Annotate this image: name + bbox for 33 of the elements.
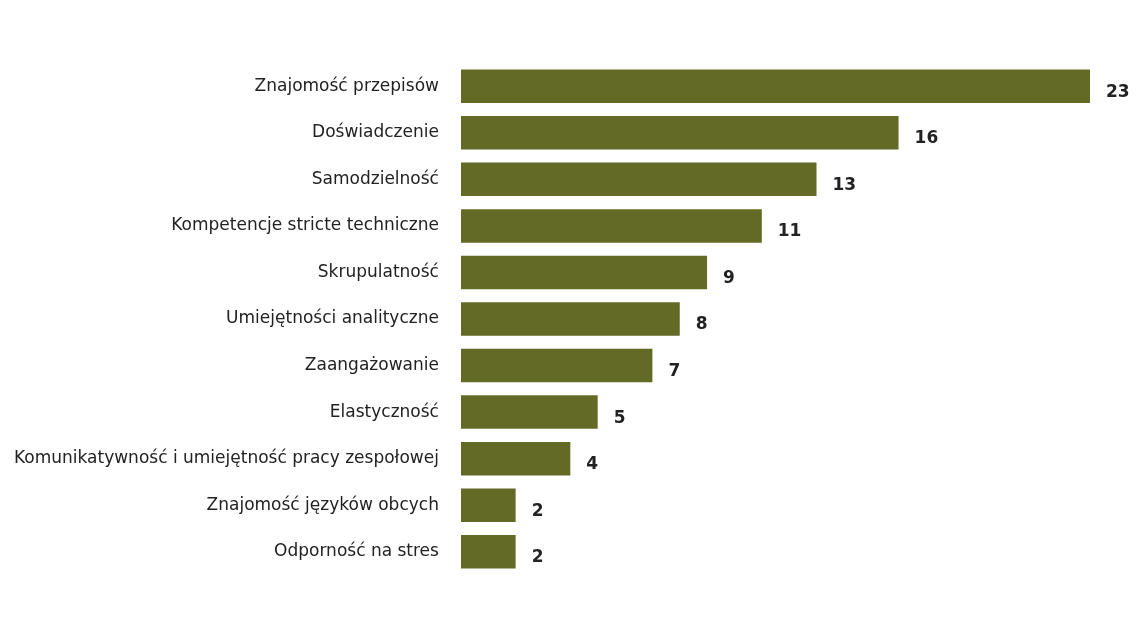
y-tick-label: Samodzielność	[311, 167, 439, 188]
bar	[460, 162, 817, 197]
data-label: 13	[832, 173, 857, 194]
data-label: 4	[586, 453, 599, 474]
data-label: 16	[914, 127, 939, 148]
y-tick-label: Znajomość języków obcych	[206, 493, 439, 514]
bar	[460, 488, 516, 522]
y-tick-label: Skrupulatność	[317, 260, 439, 281]
bar	[460, 116, 899, 150]
data-label: 8	[695, 313, 708, 334]
data-label: 5	[613, 406, 626, 427]
y-tick-label: Odporność na stres	[274, 540, 440, 561]
bar	[460, 69, 1090, 104]
data-label: 2	[531, 499, 544, 520]
y-tick-label: Znajomość przepisów	[254, 74, 440, 95]
data-label: 11	[777, 220, 802, 241]
bar	[460, 348, 653, 383]
data-label: 2	[531, 546, 544, 567]
bar	[460, 209, 762, 243]
y-tick-label: Umiejętności analityczne	[226, 307, 439, 328]
data-label: 7	[668, 359, 681, 380]
data-label: 23	[1106, 80, 1130, 101]
y-tick-label: Elastyczność	[329, 400, 439, 421]
y-tick-label: Kompetencje stricte techniczne	[171, 214, 439, 235]
bar	[460, 441, 571, 476]
data-label: 9	[723, 266, 735, 287]
bar	[460, 255, 708, 290]
y-tick-label: Komunikatywność i umiejętność pracy zespołowej	[13, 447, 439, 468]
y-tick-label: Doświadczenie	[312, 121, 439, 142]
bar	[460, 534, 516, 569]
bar	[460, 302, 680, 336]
y-tick-label: Zaangażowanie	[304, 353, 439, 374]
bar	[460, 395, 598, 429]
